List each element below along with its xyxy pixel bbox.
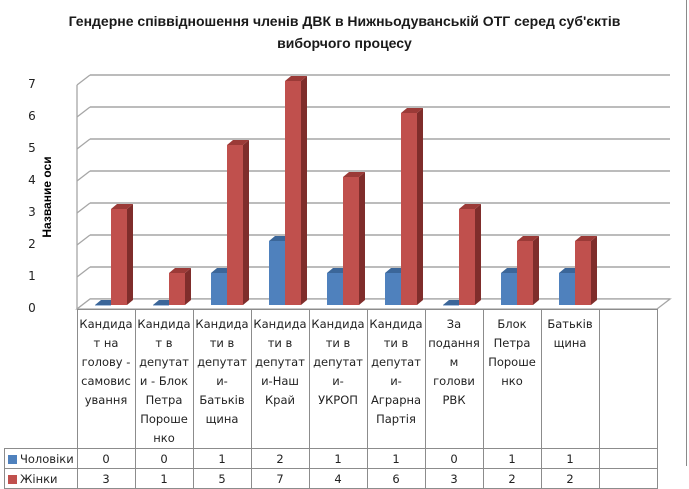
data-table-corner [4, 309, 78, 449]
y-tick-label: 7 [28, 77, 36, 91]
side-wall-gridline [76, 138, 91, 150]
bar-side-face [243, 140, 249, 305]
chart-title-line-2: виборчого процесу [277, 35, 412, 51]
bar-side-face [417, 108, 423, 305]
bar-men [269, 241, 285, 305]
data-value-cell: 1 [134, 468, 194, 489]
bar-top-face [517, 236, 539, 241]
bar-men [385, 273, 401, 305]
bar-women [343, 177, 359, 305]
bar-top-face [459, 204, 481, 209]
bar-men [153, 305, 169, 306]
category-label: Батьків щина [540, 309, 600, 449]
bar-men [95, 305, 111, 306]
legend-label: Чоловіки [20, 451, 74, 466]
category-label: Кандида т на голову - самовис ування [76, 309, 136, 449]
data-value-cell: 3 [424, 468, 484, 489]
bar-side-face [591, 236, 597, 305]
chart-title-line-1: Гендерне співвідношення членів ДВК в Ниж… [68, 13, 621, 29]
bar-top-face [575, 236, 597, 241]
chart-area-border [686, 0, 687, 466]
category-label: Кандида ти в депутат и- УКРОП [308, 309, 368, 449]
bar-women [517, 241, 533, 305]
bar-side-face [475, 204, 481, 305]
bar-top-face [343, 172, 365, 177]
y-tick-label: 2 [28, 237, 36, 251]
bar-side-face [359, 172, 365, 305]
bar-top-face [169, 268, 191, 273]
side-wall-gridline [76, 74, 91, 86]
category-label [598, 309, 658, 449]
side-wall-gridline [76, 266, 91, 278]
chart-title: Гендерне співвідношення членів ДВК в Ниж… [0, 10, 689, 54]
category-label: За подання м голови РВК [424, 309, 484, 449]
data-value-cell: 4 [308, 468, 368, 489]
bar-women [459, 209, 475, 305]
legend-swatch-icon [8, 474, 17, 484]
data-value-cell [598, 468, 658, 489]
bar-men [211, 273, 227, 305]
y-tick-label: 0 [28, 301, 36, 315]
category-label: Кандида ти в депутат и- Аграрна Партія [366, 309, 426, 449]
bar-side-face [185, 268, 191, 305]
bar-men [501, 273, 517, 305]
bar-top-face [401, 108, 423, 113]
y-tick-label: 6 [28, 109, 36, 123]
bar-top-face [285, 76, 307, 81]
data-value-cell: 3 [76, 468, 136, 489]
bar-women [169, 273, 185, 305]
side-wall-gridline [76, 202, 91, 214]
legend-entry: Чоловіки [4, 448, 78, 469]
y-tick-label: 4 [28, 173, 36, 187]
category-label: Кандида ти в депутат и-Наш Край [250, 309, 310, 449]
data-table-row: Жінки 3 1 5 7 4 6 3 2 2 [4, 468, 658, 489]
bar-women [227, 145, 243, 305]
bar-men [443, 305, 459, 306]
side-wall-gridline [76, 170, 91, 182]
data-table: Кандида т на голову - самовис ування Кандида т… [4, 309, 658, 489]
y-tick-label: 3 [28, 205, 36, 219]
plot-area [75, 74, 672, 310]
bar-side-face [301, 76, 307, 305]
category-label: Блок Петра Пороше нко [482, 309, 542, 449]
y-tick-label: 5 [28, 141, 36, 155]
data-value-cell: 7 [250, 468, 310, 489]
data-value-cell: 2 [540, 468, 600, 489]
legend-swatch-icon [8, 454, 17, 464]
bar-side-face [127, 204, 133, 305]
bar-top-face [227, 140, 249, 145]
side-wall-gridline [76, 234, 91, 246]
legend-label: Жінки [20, 471, 58, 486]
bar-women [285, 81, 301, 305]
bar-top-face [111, 204, 133, 209]
legend-entry: Жінки [4, 468, 78, 489]
data-value-cell: 5 [192, 468, 252, 489]
bar-side-face [533, 236, 539, 305]
bar-women [111, 209, 127, 305]
data-table-header-row: Кандида т на голову - самовис ування Кандида т… [4, 309, 658, 449]
side-wall-gridline [76, 106, 91, 118]
y-tick-label: 1 [28, 269, 36, 283]
bar-men [559, 273, 575, 305]
data-value-cell: 2 [482, 468, 542, 489]
category-label: Кандида т в депутат и - Блок Петра Пороше нко [134, 309, 194, 449]
data-value-cell: 6 [366, 468, 426, 489]
bar-men [327, 273, 343, 305]
bar-women [401, 113, 417, 305]
category-label: Кандида ти в депутат и- Батьків щина [192, 309, 252, 449]
bar-women [575, 241, 591, 305]
